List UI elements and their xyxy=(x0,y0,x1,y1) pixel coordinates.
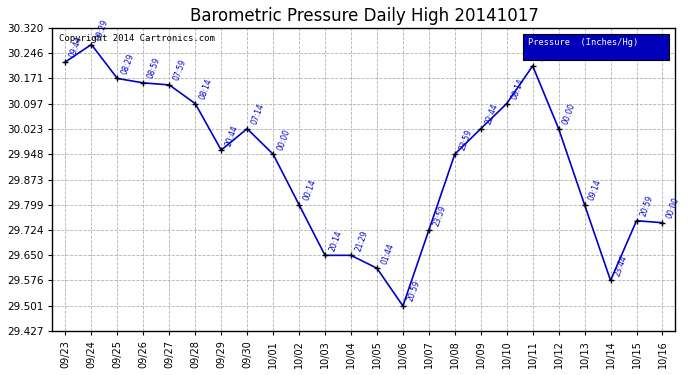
Text: 08:59: 08:59 xyxy=(146,57,162,80)
Text: 08:14: 08:14 xyxy=(198,77,214,101)
Text: 22:44: 22:44 xyxy=(484,102,500,126)
Text: 09:44: 09:44 xyxy=(68,35,84,59)
Text: 20:44: 20:44 xyxy=(224,124,240,147)
Text: 10:29: 10:29 xyxy=(535,40,551,63)
Text: 20:14: 20:14 xyxy=(328,229,344,252)
Text: 20:59: 20:59 xyxy=(406,279,422,303)
Text: 00:14: 00:14 xyxy=(302,178,318,202)
Text: 21:29: 21:29 xyxy=(354,229,370,252)
Text: Pressure  (Inches/Hg): Pressure (Inches/Hg) xyxy=(528,38,638,47)
Text: 00:00: 00:00 xyxy=(276,128,292,152)
Text: 23:59: 23:59 xyxy=(432,204,448,227)
Text: 09:14: 09:14 xyxy=(587,178,603,202)
Text: 08:29: 08:29 xyxy=(120,52,136,76)
Text: 20:59: 20:59 xyxy=(639,194,656,218)
Title: Barometric Pressure Daily High 20141017: Barometric Pressure Daily High 20141017 xyxy=(190,7,538,25)
Text: 00:00: 00:00 xyxy=(665,196,681,220)
Text: 23:59: 23:59 xyxy=(457,128,473,152)
Text: 07:59: 07:59 xyxy=(172,58,188,82)
Text: Copyright 2014 Cartronics.com: Copyright 2014 Cartronics.com xyxy=(59,34,215,43)
FancyBboxPatch shape xyxy=(523,34,669,60)
Text: 01:44: 01:44 xyxy=(380,242,395,266)
Text: 00:00: 00:00 xyxy=(562,102,578,126)
Text: 07:14: 07:14 xyxy=(250,102,266,126)
Text: 09:29: 09:29 xyxy=(95,18,110,42)
Text: 08:14: 08:14 xyxy=(509,77,525,101)
Text: 23:44: 23:44 xyxy=(613,254,629,278)
